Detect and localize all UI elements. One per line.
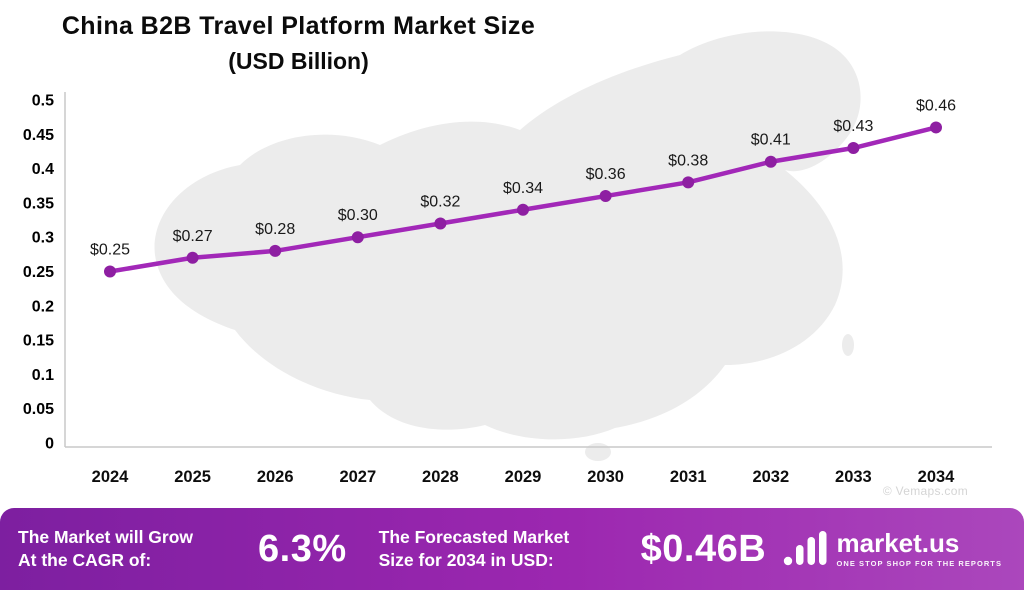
y-tick-label: 0.45 <box>23 127 54 144</box>
y-tick-label: 0 <box>45 436 54 453</box>
chart-title: China B2B Travel Platform Market Size <box>61 12 536 40</box>
x-tick-label: 2033 <box>835 468 872 486</box>
y-tick-label: 0.2 <box>32 298 54 315</box>
x-tick-label: 2027 <box>339 468 376 486</box>
y-tick-label: 0.4 <box>32 161 54 178</box>
y-tick-label: 0.5 <box>32 93 54 110</box>
data-point <box>517 203 529 216</box>
watermark: © Vemaps.com <box>882 484 968 498</box>
x-tick-label: 2032 <box>752 468 789 486</box>
y-tick-label: 0.05 <box>23 401 54 418</box>
data-label: $0.41 <box>751 132 791 149</box>
x-tick-label: 2030 <box>587 468 624 486</box>
brand: market.us ONE STOP SHOP FOR THE REPORTS <box>782 530 1006 568</box>
x-tick-label: 2024 <box>92 468 130 486</box>
data-point <box>682 176 695 189</box>
y-tick-label: 0.25 <box>23 264 54 281</box>
x-tick-label: 2028 <box>422 468 459 486</box>
china-map-silhouette <box>154 31 861 440</box>
data-label: $0.28 <box>255 221 295 238</box>
data-point <box>764 155 777 168</box>
data-label: $0.34 <box>503 180 543 197</box>
data-point <box>351 231 364 244</box>
forecast-label-line1: The Forecasted Market <box>378 527 570 548</box>
cagr-label-line2: At the CAGR of: <box>18 550 152 570</box>
data-point <box>847 142 860 155</box>
brand-name: market.us <box>836 528 960 558</box>
data-point <box>104 265 116 278</box>
line-chart: 0.5 0.45 0.4 0.35 0.3 0.25 0.2 0.15 0.1 0.05 0 2024… <box>23 31 992 486</box>
cagr-value: 6.3% <box>258 527 347 570</box>
data-label: $0.30 <box>338 207 378 224</box>
data-point <box>599 190 612 203</box>
market-us-logo-icon <box>783 531 827 566</box>
data-label: $0.36 <box>586 166 626 183</box>
x-tick-label: 2025 <box>174 468 211 486</box>
y-tick-label: 0.1 <box>32 367 54 384</box>
data-label: $0.43 <box>833 118 873 135</box>
taiwan-island-shape <box>842 334 854 356</box>
forecast-value: $0.46B <box>640 527 767 570</box>
data-label: $0.32 <box>420 193 460 210</box>
data-label: $0.46 <box>916 97 956 114</box>
data-label: $0.25 <box>90 242 130 259</box>
data-label: $0.27 <box>173 228 213 245</box>
x-tick-label: 2026 <box>257 468 294 486</box>
data-point <box>269 244 282 257</box>
forecast-label: The Forecasted Market Size for 2034 in U… <box>379 526 597 572</box>
x-tick-label: 2029 <box>505 468 542 486</box>
y-tick-label: 0.35 <box>23 195 54 212</box>
cagr-label-line1: The Market will Grow <box>18 527 194 548</box>
cagr-label: The Market will Grow At the CAGR of: <box>18 526 230 572</box>
chart-subtitle: (USD Billion) <box>228 48 369 74</box>
chart-title-block: China B2B Travel Platform Market Size (U… <box>26 12 571 75</box>
data-point <box>434 217 447 230</box>
x-tick-label: 2031 <box>670 468 707 486</box>
y-tick-label: 0.15 <box>23 333 54 350</box>
footer-banner: The Market will Grow At the CAGR of: 6.3… <box>0 508 1024 590</box>
data-label: $0.38 <box>668 152 708 169</box>
x-tick-label: 2034 <box>918 468 956 486</box>
brand-text: market.us ONE STOP SHOP FOR THE REPORTS <box>837 530 1002 568</box>
y-tick-label: 0.3 <box>32 230 54 247</box>
hainan-island-shape <box>585 443 611 461</box>
data-point <box>930 121 942 134</box>
brand-tagline: ONE STOP SHOP FOR THE REPORTS <box>836 559 1002 568</box>
forecast-label-line2: Size for 2034 in USD: <box>378 550 554 570</box>
data-point <box>186 251 199 264</box>
